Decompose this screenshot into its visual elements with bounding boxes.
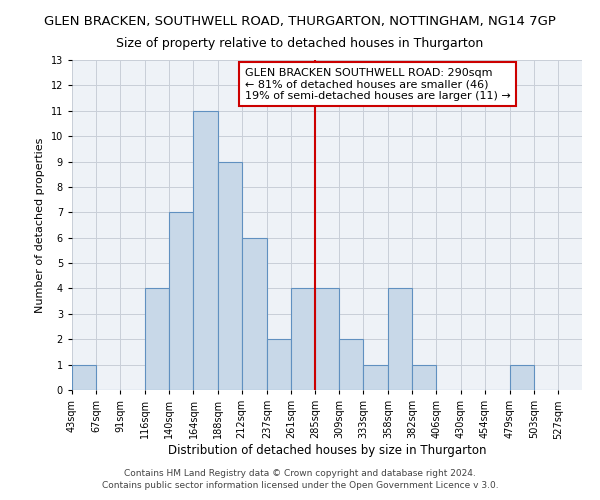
Text: GLEN BRACKEN SOUTHWELL ROAD: 290sqm
← 81% of detached houses are smaller (46)
19: GLEN BRACKEN SOUTHWELL ROAD: 290sqm ← 81… — [245, 68, 511, 101]
Bar — [363, 364, 388, 390]
Bar — [388, 288, 412, 390]
Text: GLEN BRACKEN, SOUTHWELL ROAD, THURGARTON, NOTTINGHAM, NG14 7GP: GLEN BRACKEN, SOUTHWELL ROAD, THURGARTON… — [44, 15, 556, 28]
Bar — [267, 339, 291, 390]
Bar — [218, 162, 242, 390]
Bar — [412, 364, 436, 390]
Text: Contains HM Land Registry data © Crown copyright and database right 2024.
Contai: Contains HM Land Registry data © Crown c… — [101, 468, 499, 490]
Bar — [315, 288, 339, 390]
Bar — [339, 339, 363, 390]
X-axis label: Distribution of detached houses by size in Thurgarton: Distribution of detached houses by size … — [168, 444, 486, 457]
Text: Size of property relative to detached houses in Thurgarton: Size of property relative to detached ho… — [116, 38, 484, 51]
Bar — [169, 212, 193, 390]
Bar — [72, 364, 96, 390]
Y-axis label: Number of detached properties: Number of detached properties — [35, 138, 45, 312]
Bar — [242, 238, 267, 390]
Bar — [193, 111, 218, 390]
Bar — [291, 288, 315, 390]
Bar — [510, 364, 534, 390]
Bar — [145, 288, 169, 390]
